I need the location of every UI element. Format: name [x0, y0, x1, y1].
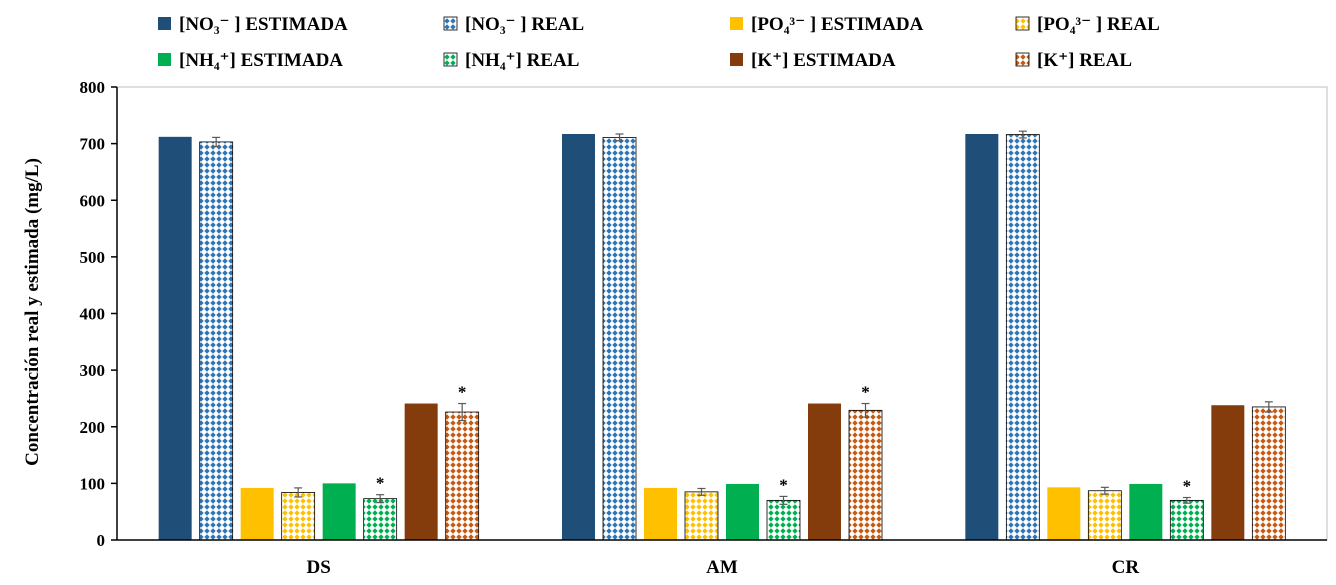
x-axis: DS AM CR	[117, 539, 1327, 578]
legend: [NO₃⁻ ] ESTIMADA [NO₃⁻ ] REAL [PO₄³⁻ ] EST…	[158, 14, 1160, 71]
significance-asterisk: *	[861, 383, 870, 402]
bar-ds-series-3	[240, 487, 274, 540]
legend-swatch	[730, 17, 743, 30]
y-tick-label: 700	[80, 135, 106, 154]
bar-am-series-2	[602, 136, 637, 541]
y-tick-label: 0	[97, 531, 106, 550]
bar-ds-series-6	[363, 498, 398, 541]
legend-label: [NO₃⁻ ] REAL	[465, 14, 584, 35]
legend-label: [K⁺] REAL	[1037, 50, 1132, 71]
bar-am-series-3	[644, 487, 677, 540]
plot-area-border	[116, 86, 1328, 541]
bar-cr-series-1	[965, 133, 999, 540]
bar-cr-series-6	[1169, 499, 1204, 541]
legend-label: [NH₄⁺] REAL	[465, 50, 579, 71]
legend-swatch	[730, 53, 743, 66]
significance-asterisk: *	[458, 383, 467, 402]
legend-swatch	[443, 52, 458, 67]
bar-am-series-6	[766, 499, 801, 541]
bar-am-series-7	[808, 403, 841, 540]
legend-swatch	[1015, 52, 1030, 67]
y-axis: 0 100 200 300 400 500 600 700 800	[80, 78, 118, 550]
y-tick-label: 500	[80, 248, 106, 267]
bar-cr-series-2	[1005, 134, 1040, 541]
y-axis-title: Concentración real y estimada (mg/L)	[22, 158, 43, 466]
bar-am-series-1	[562, 133, 595, 540]
bar-am-series-5	[726, 483, 759, 540]
bar-cr-series-3	[1047, 487, 1081, 540]
legend-swatch	[158, 53, 171, 66]
bar-cr-series-8	[1251, 406, 1286, 541]
legend-swatch	[443, 16, 458, 31]
bar-cr-series-7	[1211, 405, 1245, 540]
legend-label: [K⁺] ESTIMADA	[751, 50, 896, 71]
bar-cr-series-4	[1087, 490, 1122, 541]
bar-ds-series-1	[158, 136, 192, 540]
x-category-label: AM	[706, 557, 738, 578]
significance-asterisk: *	[779, 475, 788, 494]
bar-am-series-4	[684, 491, 719, 541]
bar-cr-series-5	[1129, 483, 1163, 540]
bar-ds-series-4	[281, 492, 316, 541]
y-tick-label: 200	[80, 418, 106, 437]
bar-ds-series-5	[322, 483, 356, 540]
x-category-label: CR	[1112, 557, 1140, 578]
significance-asterisk: *	[1183, 477, 1192, 496]
bar-ds-series-7	[404, 403, 438, 540]
bars-group: * * * * *	[158, 130, 1286, 541]
legend-label: [NH₄⁺] ESTIMADA	[179, 50, 343, 71]
bar-ds-series-2	[199, 141, 234, 541]
bar-ds-series-8	[445, 411, 480, 541]
x-category-label: DS	[307, 557, 331, 578]
y-tick-label: 800	[80, 78, 106, 97]
legend-swatch	[158, 17, 171, 30]
legend-swatch	[1015, 16, 1030, 31]
legend-label: [PO₄³⁻ ] REAL	[1037, 14, 1160, 35]
bar-am-series-8	[848, 409, 883, 541]
y-tick-label: 100	[80, 474, 106, 493]
legend-label: [NO₃⁻ ] ESTIMADA	[179, 14, 348, 35]
significance-asterisk: *	[376, 474, 385, 493]
y-tick-label: 400	[80, 305, 106, 324]
legend-label: [PO₄³⁻ ] ESTIMADA	[751, 14, 924, 35]
y-tick-label: 600	[80, 191, 106, 210]
y-tick-label: 300	[80, 361, 106, 380]
